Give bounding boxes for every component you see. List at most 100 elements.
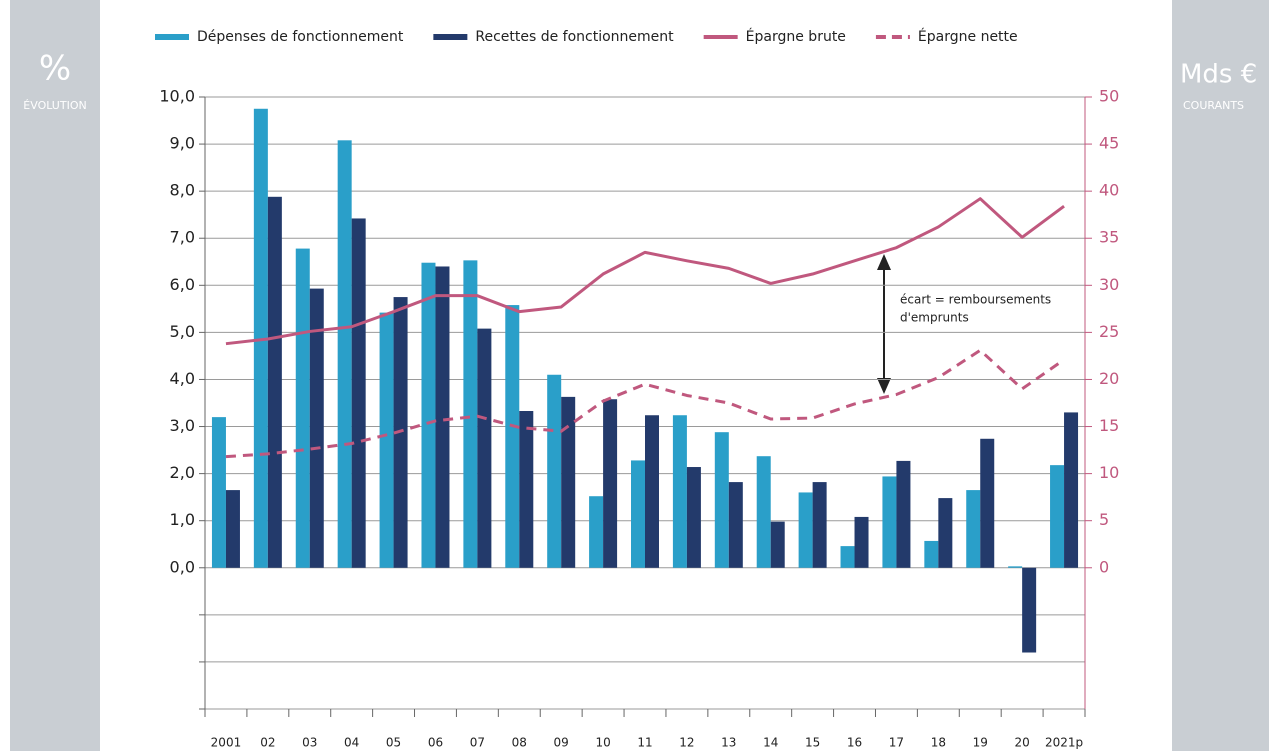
x-tick-label: 09 (554, 736, 569, 750)
bar (728, 482, 743, 568)
x-tick-label: 16 (847, 736, 862, 750)
bar (672, 415, 687, 568)
bar (505, 305, 520, 568)
y2-tick-label: 20 (1099, 369, 1119, 388)
legend-label: Recettes de fonctionnement (475, 29, 674, 45)
x-tick-label: 2001 (211, 736, 242, 750)
bar (980, 438, 995, 568)
bar (463, 260, 478, 568)
x-tick-label: 17 (889, 736, 904, 750)
x-tick-label: 08 (512, 736, 527, 750)
y-tick-label: 9,0 (170, 134, 195, 153)
x-tick-label: 07 (470, 736, 485, 750)
x-tick-label: 20 (1015, 736, 1030, 750)
y2-tick-label: 35 (1099, 228, 1119, 247)
y-tick-label: 0,0 (170, 557, 195, 576)
bar (589, 496, 604, 568)
y2-tick-label: 25 (1099, 322, 1119, 341)
bar (812, 482, 827, 568)
bar (714, 432, 729, 568)
right-panel (1172, 0, 1269, 751)
x-tick-label: 06 (428, 736, 443, 750)
legend-label: Épargne nette (918, 28, 1018, 45)
bar (756, 456, 771, 568)
bar (225, 490, 240, 568)
bar (686, 467, 701, 568)
bar (309, 288, 324, 568)
bar (645, 415, 659, 568)
x-tick-label: 03 (302, 736, 317, 750)
bar (770, 521, 785, 568)
bar (435, 266, 450, 568)
bar (882, 476, 897, 568)
x-tick-label: 04 (344, 736, 359, 750)
bar (966, 490, 981, 568)
x-tick-label: 2021p (1045, 736, 1083, 750)
bar (938, 498, 953, 568)
bar (1064, 412, 1079, 568)
bar (561, 396, 576, 568)
y2-tick-label: 5 (1099, 510, 1109, 529)
annotation-text: écart = remboursements (900, 293, 1051, 307)
left-panel (10, 0, 100, 751)
bar (924, 540, 939, 568)
right-panel-label: COURANTS (1183, 99, 1244, 112)
annotation-text: d'emprunts (900, 311, 969, 325)
bar (421, 262, 436, 568)
bar (603, 399, 618, 568)
bar (1022, 567, 1037, 653)
bar (840, 546, 855, 568)
x-tick-label: 15 (805, 736, 820, 750)
y-tick-label: 2,0 (170, 463, 195, 482)
y-tick-label: 6,0 (170, 275, 195, 294)
y2-tick-label: 40 (1099, 181, 1119, 200)
y-tick-label: 5,0 (170, 322, 195, 341)
y-tick-label: 7,0 (170, 228, 195, 247)
x-tick-label: 14 (763, 736, 778, 750)
x-tick-label: 10 (595, 736, 610, 750)
x-tick-label: 05 (386, 736, 401, 750)
y2-tick-label: 30 (1099, 275, 1119, 294)
legend-label: Épargne brute (746, 28, 846, 45)
y-tick-label: 1,0 (170, 510, 195, 529)
x-tick-label: 19 (973, 736, 988, 750)
annotation: écart = remboursements d'emprunts (877, 254, 1051, 394)
y-tick-label: 3,0 (170, 416, 195, 435)
bar (854, 516, 869, 568)
left-panel-label: ÉVOLUTION (23, 99, 86, 112)
y-tick-label: 10,0 (159, 87, 195, 106)
y2-tick-label: 45 (1099, 134, 1119, 153)
bar (337, 140, 352, 568)
x-tick-label: 12 (679, 736, 694, 750)
bar (1008, 566, 1023, 568)
bar (631, 460, 645, 568)
bar (351, 218, 366, 568)
bar (211, 417, 226, 568)
annotation-arrowhead (877, 254, 891, 394)
bar (1050, 465, 1065, 568)
bar (379, 312, 394, 568)
x-tick-label: 18 (931, 736, 946, 750)
bar (798, 492, 813, 568)
x-tick-label: 13 (721, 736, 736, 750)
bar (267, 196, 282, 568)
bar (896, 460, 911, 568)
bar (519, 411, 534, 568)
right-panel-symbol: Mds € (1180, 60, 1257, 90)
bar (477, 328, 492, 568)
bar (295, 248, 310, 568)
x-tick-label: 11 (637, 736, 652, 750)
y2-tick-label: 15 (1099, 416, 1119, 435)
left-panel-symbol: % (39, 49, 71, 89)
legend-label: Dépenses de fonctionnement (197, 29, 404, 45)
y2-tick-label: 50 (1099, 87, 1119, 106)
y-tick-label: 4,0 (170, 369, 195, 388)
line (225, 348, 1065, 459)
y2-tick-label: 0 (1099, 557, 1109, 576)
y-tick-label: 8,0 (170, 181, 195, 200)
line (225, 197, 1065, 346)
y2-tick-label: 10 (1099, 463, 1119, 482)
bar (547, 374, 562, 568)
